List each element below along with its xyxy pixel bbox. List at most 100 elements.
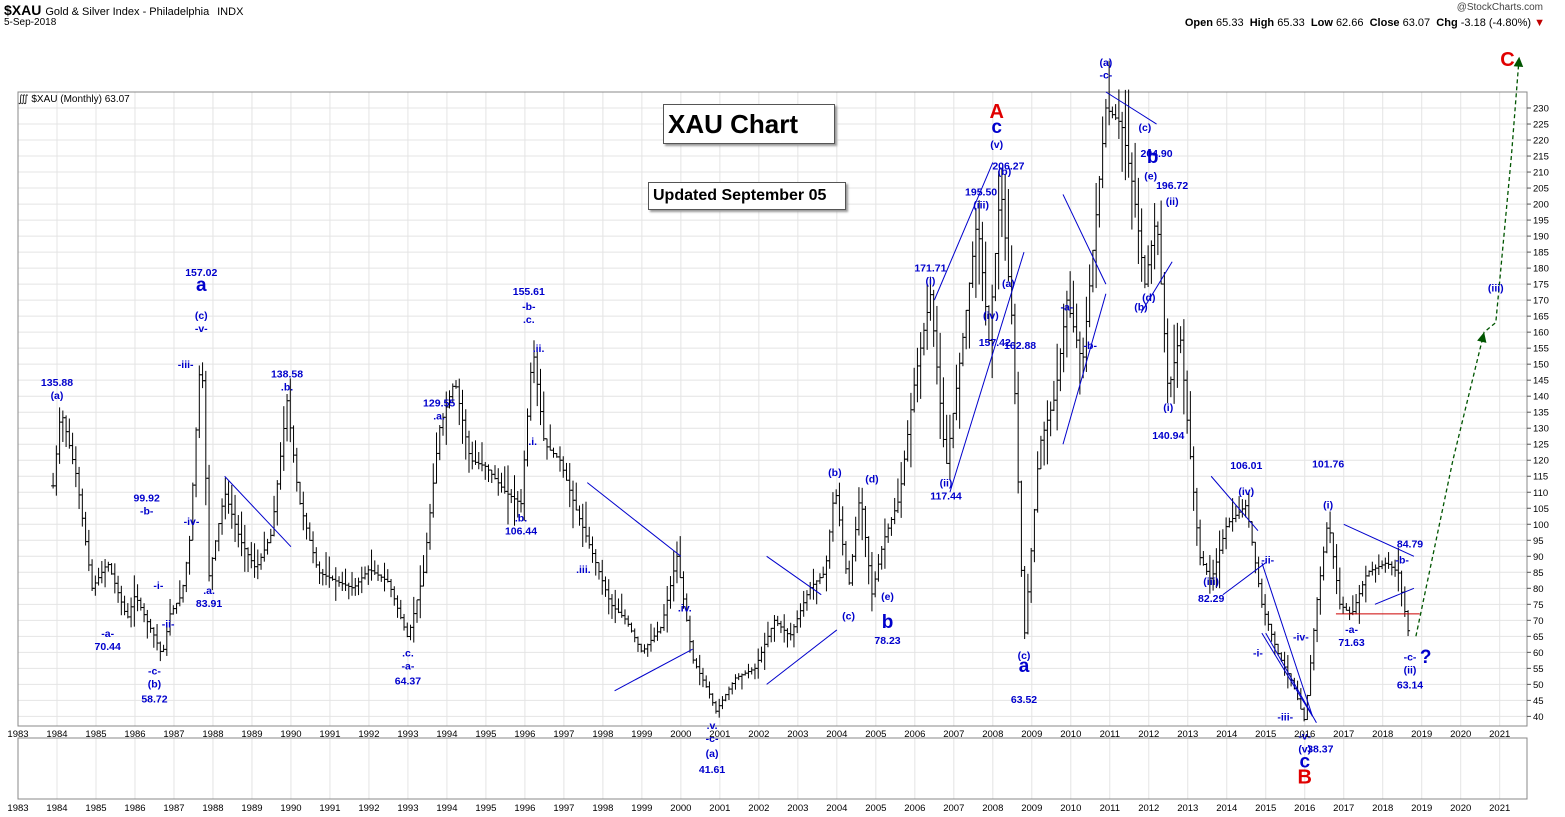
ohlc-bar [54, 445, 59, 496]
ohlc-bar [1142, 255, 1147, 289]
ohlc-bar [785, 628, 790, 648]
ohlc-bar [938, 332, 943, 439]
ohlc-bar [915, 347, 920, 403]
low-value: 62.66 [1335, 17, 1364, 29]
ohlc-bar [502, 466, 507, 494]
ohlc-bar [567, 463, 572, 508]
ohlc-bar [1224, 517, 1229, 550]
ohlc-bar [392, 586, 397, 606]
ohlc-bar [616, 598, 621, 614]
ohlc-bar [1120, 111, 1125, 172]
wave-label: 83.91 [196, 598, 222, 610]
ohlc-bar [853, 516, 858, 562]
ohlc-bar [609, 594, 614, 619]
wave-label: (a) [1099, 57, 1112, 69]
ohlc-bar [90, 559, 95, 591]
wave-label: -c- [148, 665, 161, 677]
ohlc-bar [1201, 551, 1206, 566]
wave-label: 71.63 [1338, 637, 1364, 649]
ohlc-bar [902, 450, 907, 486]
wave-label: 63.52 [1011, 694, 1037, 706]
wave-label: (v) [1298, 744, 1311, 756]
ohlc-bar [398, 599, 403, 620]
ohlc-bar [213, 540, 218, 561]
ohlc-bar [57, 407, 62, 464]
wave-label: -iv- [1293, 631, 1309, 643]
projection-arrowhead [1513, 56, 1524, 68]
ohlc-bar [421, 555, 426, 587]
ohlc-bar [356, 577, 361, 596]
wave-label: 138.58 [271, 369, 303, 381]
x-tick-label-bottom: 1990 [280, 803, 301, 814]
ohlc-bar [480, 442, 485, 472]
wave-label: -a- [101, 628, 114, 640]
wave-label: 106.01 [1230, 460, 1262, 472]
ohlc-bar [470, 441, 475, 470]
wave-label: (d) [1142, 292, 1155, 304]
trend-line [1265, 632, 1317, 724]
ohlc-bar [155, 624, 160, 651]
ohlc-bar [587, 526, 592, 549]
y-tick-label: 220 [1533, 136, 1549, 147]
ohlc-bar [73, 446, 78, 488]
ohlc-bar [570, 480, 575, 529]
y-tick-label: 195 [1533, 216, 1549, 227]
ohlc-bar [411, 596, 416, 643]
ohlc-bar [1061, 303, 1066, 373]
ohlc-bar [613, 589, 618, 624]
open-label: Open [1184, 17, 1213, 29]
ohlc-bar [119, 585, 124, 616]
wave-label: (e) [1144, 170, 1157, 182]
ohlc-bar [970, 241, 975, 288]
ohlc-bar [912, 367, 917, 413]
ohlc-bar [704, 675, 709, 688]
ohlc-bar [330, 575, 335, 581]
ohlc-bar [830, 492, 835, 542]
exchange: INDX [217, 6, 244, 18]
ohlc-bar [873, 571, 878, 598]
ohlc-bar [415, 599, 420, 623]
ohlc-bar [1188, 391, 1193, 460]
x-tick-label-bottom: 2015 [1255, 803, 1276, 814]
ohlc-bar [1022, 565, 1027, 640]
wave-label: .iv. [678, 603, 692, 615]
wave-label: (i) [1323, 500, 1333, 512]
trend-line [1343, 523, 1415, 557]
ohlc-bar [77, 466, 82, 510]
ohlc-bar [678, 536, 683, 579]
y-tick-label: 110 [1533, 488, 1548, 499]
wave-label: -b- [522, 301, 536, 313]
ohlc-bar [506, 465, 511, 525]
ohlc-bar [265, 538, 270, 555]
ohlc-bar [275, 480, 280, 526]
ohlc-bar [1389, 561, 1394, 576]
ohlc-bar [960, 332, 965, 367]
x-tick-label: 1993 [397, 729, 418, 740]
x-tick-label: 1995 [475, 729, 496, 740]
ohlc-bar [307, 522, 312, 541]
y-tick-label: 65 [1533, 632, 1544, 643]
ohlc-bar [125, 603, 130, 619]
x-tick-label-bottom: 1988 [202, 803, 223, 814]
x-tick-label-bottom: 2014 [1216, 803, 1237, 814]
wave-label: -b- [1396, 554, 1410, 566]
y-tick-label: 185 [1533, 248, 1549, 259]
ohlc-bar [655, 621, 660, 641]
trend-line [586, 482, 682, 557]
x-tick-label-bottom: 2013 [1177, 803, 1198, 814]
x-tick-label: 2018 [1372, 729, 1393, 740]
x-tick-label-bottom: 2008 [982, 803, 1003, 814]
ohlc-bar [1116, 89, 1121, 139]
wave-label: -b- [1084, 340, 1098, 352]
chart-glyph-icon: ∭ [18, 94, 29, 105]
ohlc-bar [457, 378, 462, 426]
wave-label: 84.79 [1397, 538, 1423, 550]
x-tick-label: 2017 [1333, 729, 1354, 740]
plot-legend: ∭ $XAU (Monthly) 63.07 [18, 94, 130, 105]
wave-label: a [196, 275, 207, 296]
wave-label: -i- [153, 580, 163, 592]
ohlc-bar [977, 200, 982, 285]
trend-line [766, 555, 822, 596]
ohlc-bar [1383, 557, 1388, 573]
x-tick-label-bottom: 2011 [1100, 803, 1120, 814]
